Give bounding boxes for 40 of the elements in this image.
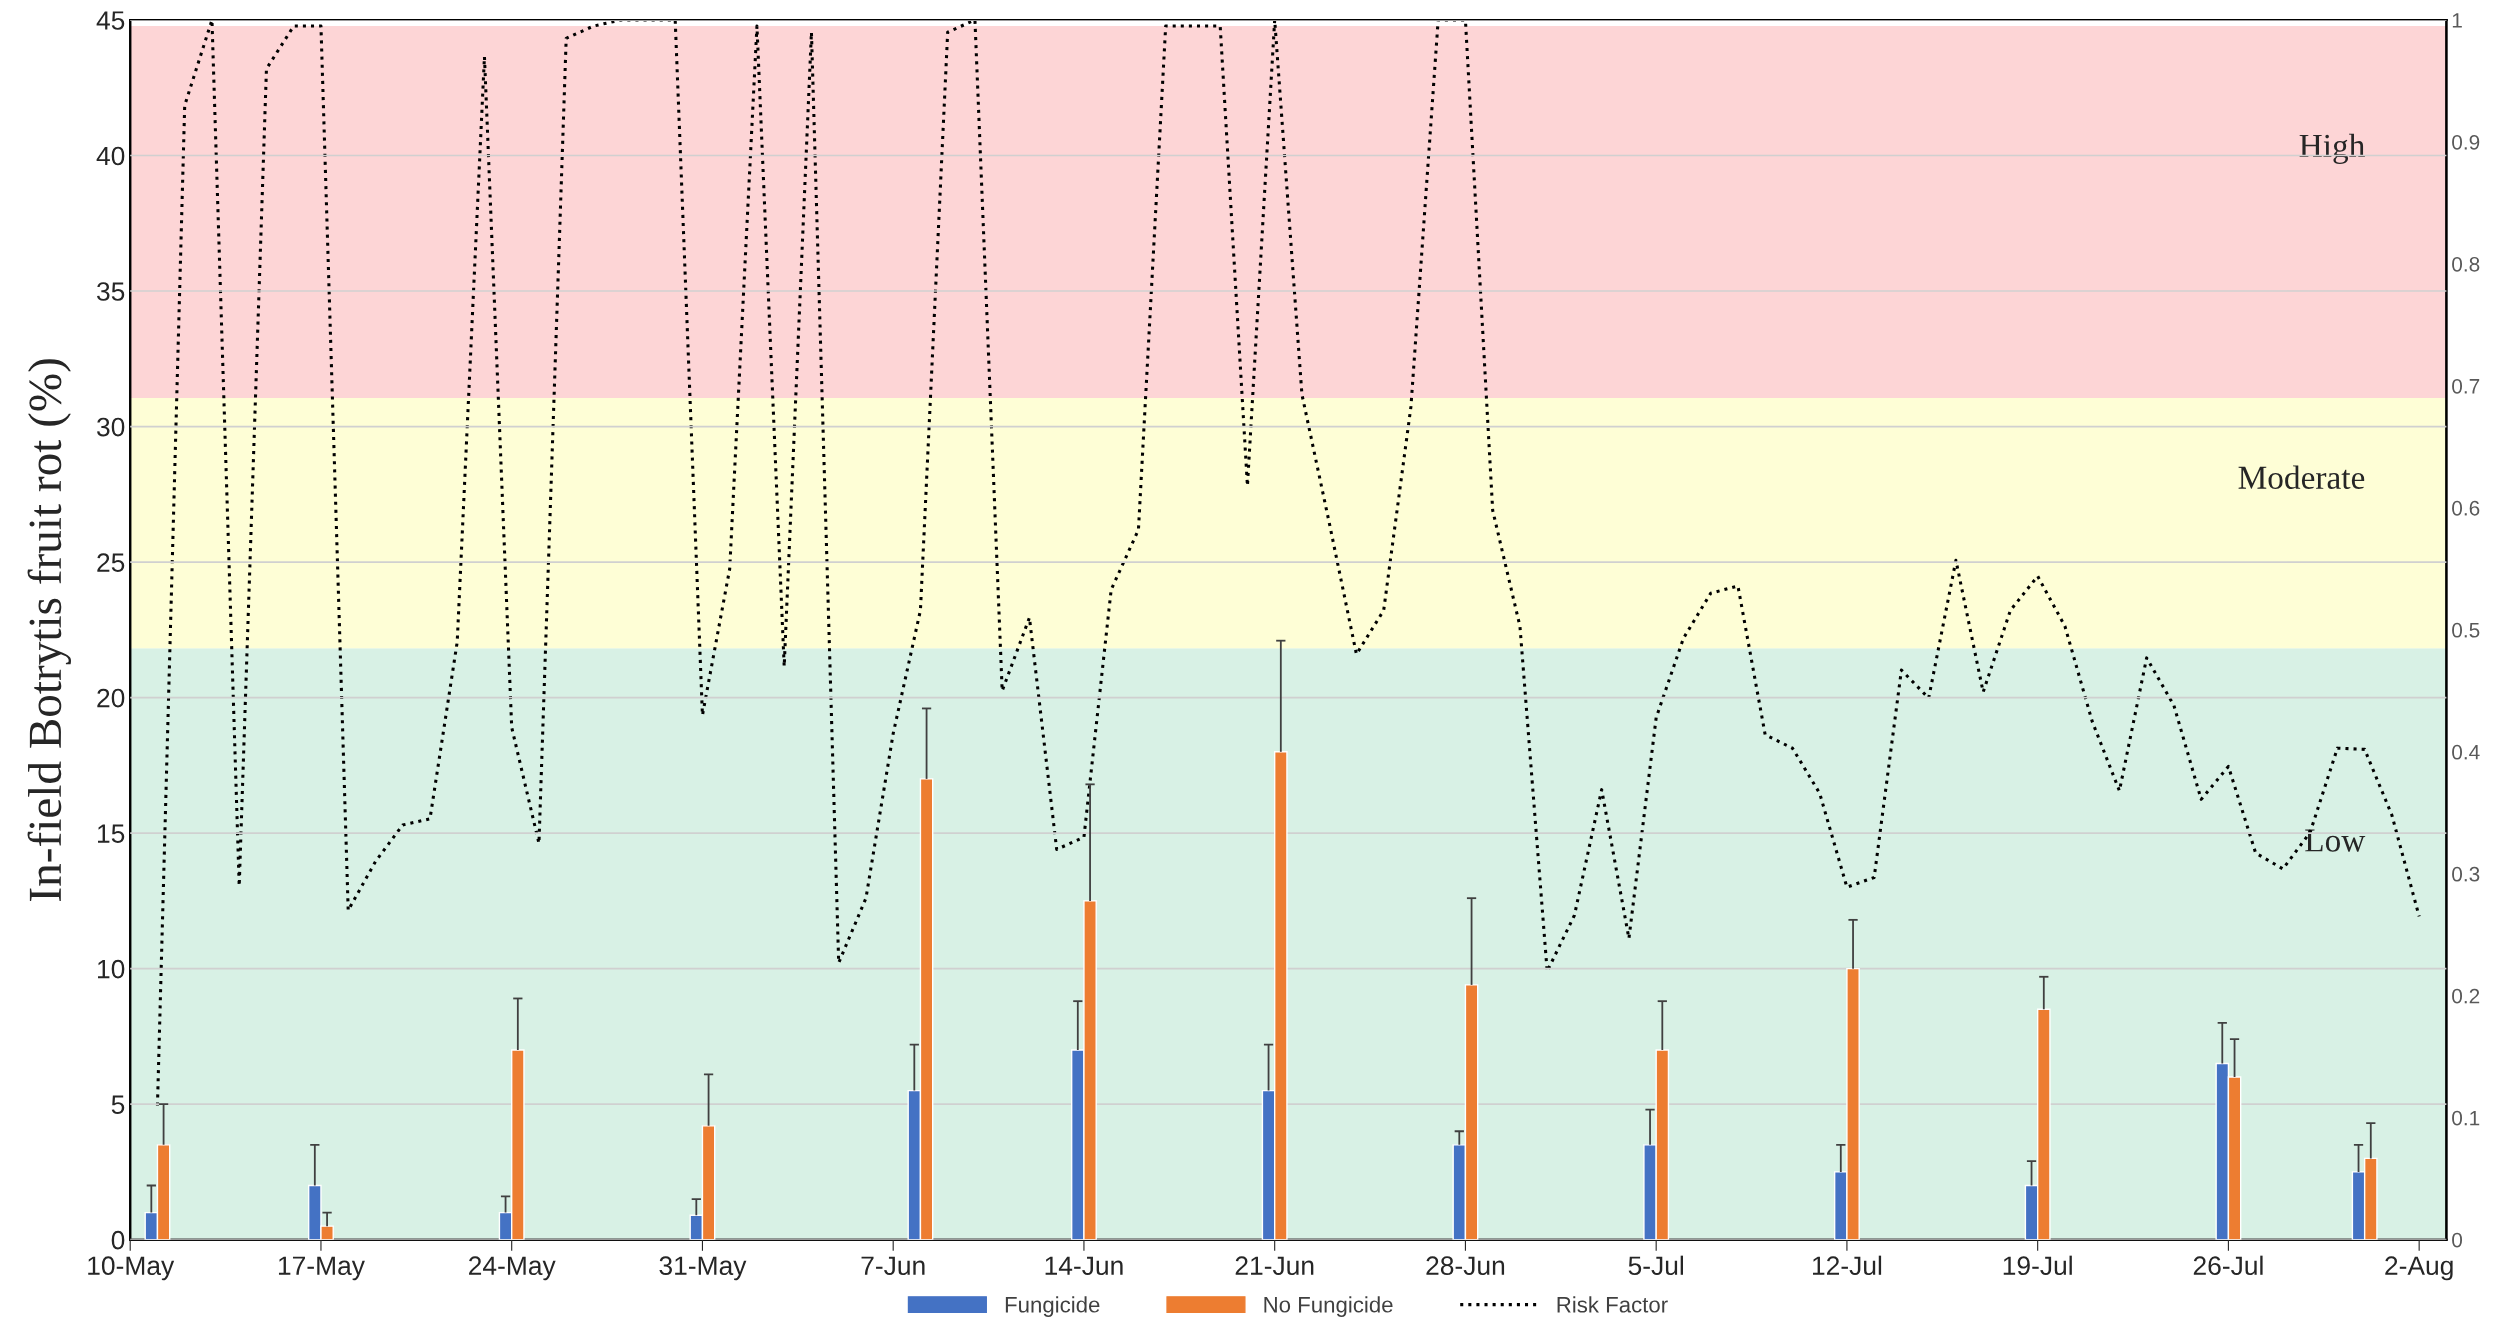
y2-tick-label: 0.8: [2452, 256, 2480, 272]
x-tick-label: 28-Jun: [1426, 1256, 1505, 1276]
band-label: Low: [2305, 829, 2366, 852]
y2-tick-label: 0.1: [2452, 1110, 2480, 1126]
x-tick-label: 19-Jul: [2003, 1255, 2072, 1276]
y-axis-title: In-field Botrytis fruit rot (%): [27, 359, 71, 901]
y-tick-label: 0: [111, 1230, 125, 1250]
x-tick-label: 31-May: [659, 1256, 747, 1281]
y2-tick-label: 0: [2452, 1232, 2463, 1248]
x-tick-label: 14-Jun: [1045, 1256, 1123, 1276]
x-tick-label: 5-Jul: [1628, 1255, 1684, 1276]
y-tick-label: 25: [97, 553, 125, 572]
y-tick-label: 40: [96, 146, 125, 166]
y-tick-label: 20: [97, 688, 125, 708]
x-tick-label: 17-May: [278, 1256, 365, 1281]
x-tick-label: 21-Jun: [1235, 1256, 1314, 1276]
legend-label: No Fungicide: [1264, 1296, 1393, 1317]
x-tick-label: 2-Aug: [2385, 1256, 2453, 1281]
y2-tick-label: 0.7: [2452, 378, 2480, 394]
legend-label: Risk Factor: [1557, 1296, 1668, 1313]
y2-tick-label: 0.6: [2452, 500, 2480, 516]
legend-label: Fungicide: [1005, 1296, 1100, 1317]
y2-tick-label: 0.4: [2452, 744, 2480, 760]
y-tick-label: 5: [111, 1095, 125, 1114]
y-tick-label: 15: [98, 824, 125, 843]
y-tick-label: 30: [97, 417, 125, 437]
y2-tick-label: 1: [2452, 13, 2462, 28]
x-tick-label: 12-Jul: [1813, 1255, 1882, 1276]
y2-tick-label: 0.3: [2452, 866, 2480, 882]
y-tick-label: 10: [98, 959, 125, 979]
y-tick-label: 35: [97, 282, 125, 301]
y-tick-label: 45: [96, 11, 125, 30]
x-tick-label: 26-Jul: [2193, 1255, 2263, 1276]
x-tick-label: 7-Jun: [861, 1256, 925, 1276]
x-tick-label: 24-May: [469, 1256, 556, 1281]
y2-tick-label: 0.5: [2452, 622, 2480, 638]
y2-tick-label: 0.9: [2452, 134, 2480, 150]
y2-tick-label: 0.2: [2452, 988, 2480, 1004]
x-tick-label: 10-May: [88, 1256, 175, 1281]
band-label: Moderate: [2238, 465, 2365, 489]
